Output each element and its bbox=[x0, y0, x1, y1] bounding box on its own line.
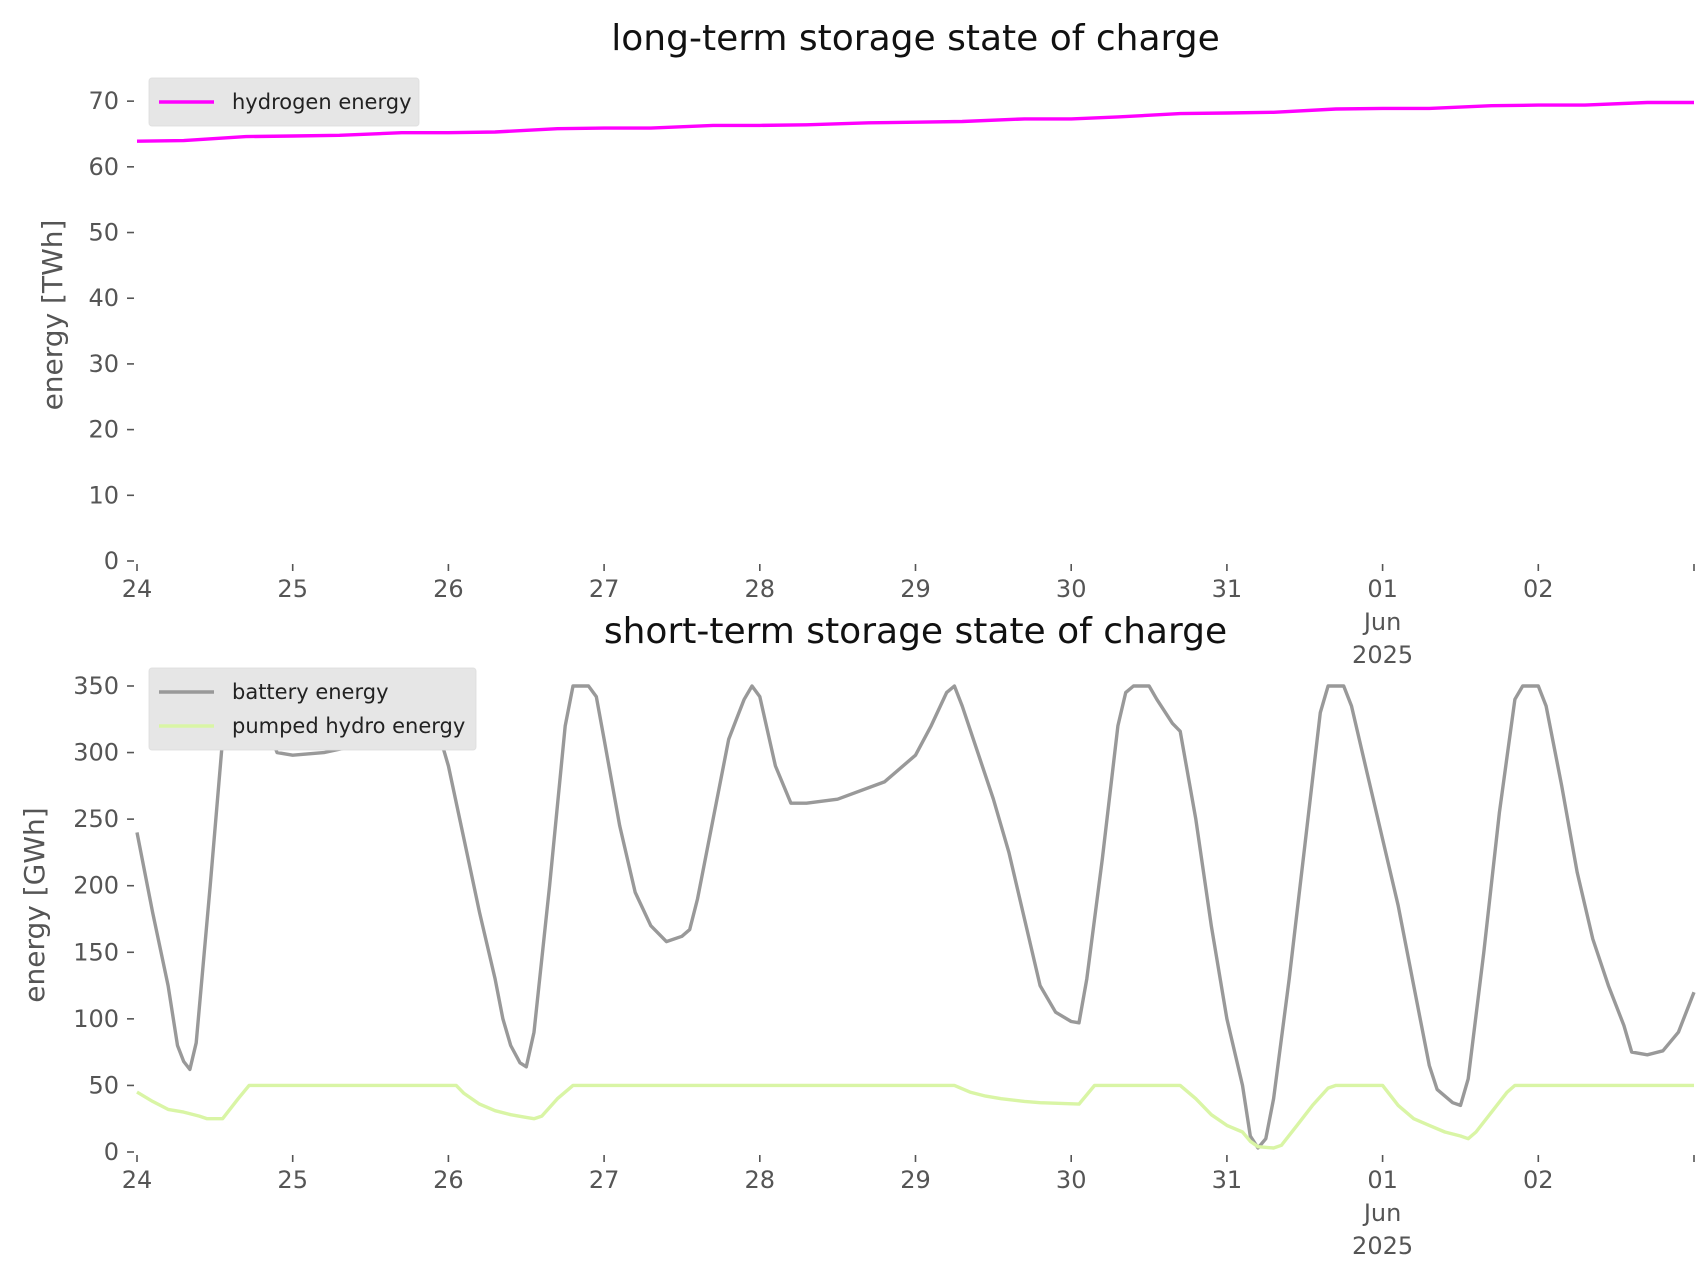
chart-2: short-term storage state of charge energy… bbox=[18, 611, 1696, 1260]
y-tick-label: 60 bbox=[88, 153, 119, 181]
x-tick-label: 27 bbox=[589, 575, 620, 603]
x-tick-label: 31 bbox=[1212, 1166, 1243, 1194]
x-tick-label: 28 bbox=[745, 1166, 776, 1194]
x-tick-label: 29 bbox=[900, 575, 931, 603]
y-tick-label: 50 bbox=[88, 219, 119, 247]
x-tick-label: 01 bbox=[1367, 1166, 1398, 1194]
x-tick-label: Jun bbox=[1362, 608, 1402, 636]
x-tick-label: 25 bbox=[277, 575, 308, 603]
y-tick-label: 20 bbox=[88, 416, 119, 444]
y-tick-label: 50 bbox=[88, 1071, 119, 1099]
chart-title: short-term storage state of charge bbox=[604, 611, 1227, 652]
x-tick-label: 02 bbox=[1523, 575, 1554, 603]
x-tick-label: 25 bbox=[277, 1166, 308, 1194]
series-line-pumped-hydro-energy bbox=[136, 1083, 1694, 1150]
x-tick-label: 30 bbox=[1056, 575, 1087, 603]
y-tick-label: 100 bbox=[73, 1005, 119, 1033]
y-tick-label: 200 bbox=[73, 872, 119, 900]
y-tick-label: 70 bbox=[88, 87, 119, 115]
series-line-battery-energy bbox=[135, 684, 1696, 1150]
x-tick-label: Jun bbox=[1362, 1199, 1402, 1227]
series-line-hydrogen-energy bbox=[136, 100, 1694, 143]
legend-label: battery energy bbox=[232, 680, 389, 704]
y-tick-label: 0 bbox=[104, 547, 119, 575]
y-tick-label: 30 bbox=[88, 350, 119, 378]
x-tick-label: 24 bbox=[122, 575, 153, 603]
x-tick-label: 26 bbox=[433, 575, 464, 603]
x-tick-label: 26 bbox=[433, 1166, 464, 1194]
legend bbox=[148, 77, 420, 127]
x-tick-label: 2025 bbox=[1352, 1232, 1413, 1260]
legend-label: hydrogen energy bbox=[232, 90, 412, 114]
x-tick-label: 24 bbox=[122, 1166, 153, 1194]
y-axis-label: energy [TWh] bbox=[36, 220, 69, 411]
x-tick-label: 28 bbox=[745, 575, 776, 603]
x-tick-label: 27 bbox=[589, 1166, 620, 1194]
x-tick-label: 31 bbox=[1212, 575, 1243, 603]
x-tick-label: 2025 bbox=[1352, 641, 1413, 669]
y-tick-label: 250 bbox=[73, 805, 119, 833]
y-tick-label: 150 bbox=[73, 938, 119, 966]
y-tick-label: 350 bbox=[73, 672, 119, 700]
legend-label: pumped hydro energy bbox=[232, 714, 465, 738]
y-tick-label: 40 bbox=[88, 284, 119, 312]
y-axis-label: energy [GWh] bbox=[18, 807, 51, 1002]
legend bbox=[148, 667, 477, 751]
y-tick-label: 0 bbox=[104, 1138, 119, 1166]
chart-title: long-term storage state of charge bbox=[611, 18, 1219, 59]
x-tick-label: 30 bbox=[1056, 1166, 1087, 1194]
y-tick-label: 10 bbox=[88, 481, 119, 509]
x-tick-label: 29 bbox=[900, 1166, 931, 1194]
chart-1: long-term storage state of charge energy … bbox=[36, 18, 1695, 669]
x-tick-label: 01 bbox=[1367, 575, 1398, 603]
x-tick-label: 02 bbox=[1523, 1166, 1554, 1194]
y-tick-label: 300 bbox=[73, 739, 119, 767]
